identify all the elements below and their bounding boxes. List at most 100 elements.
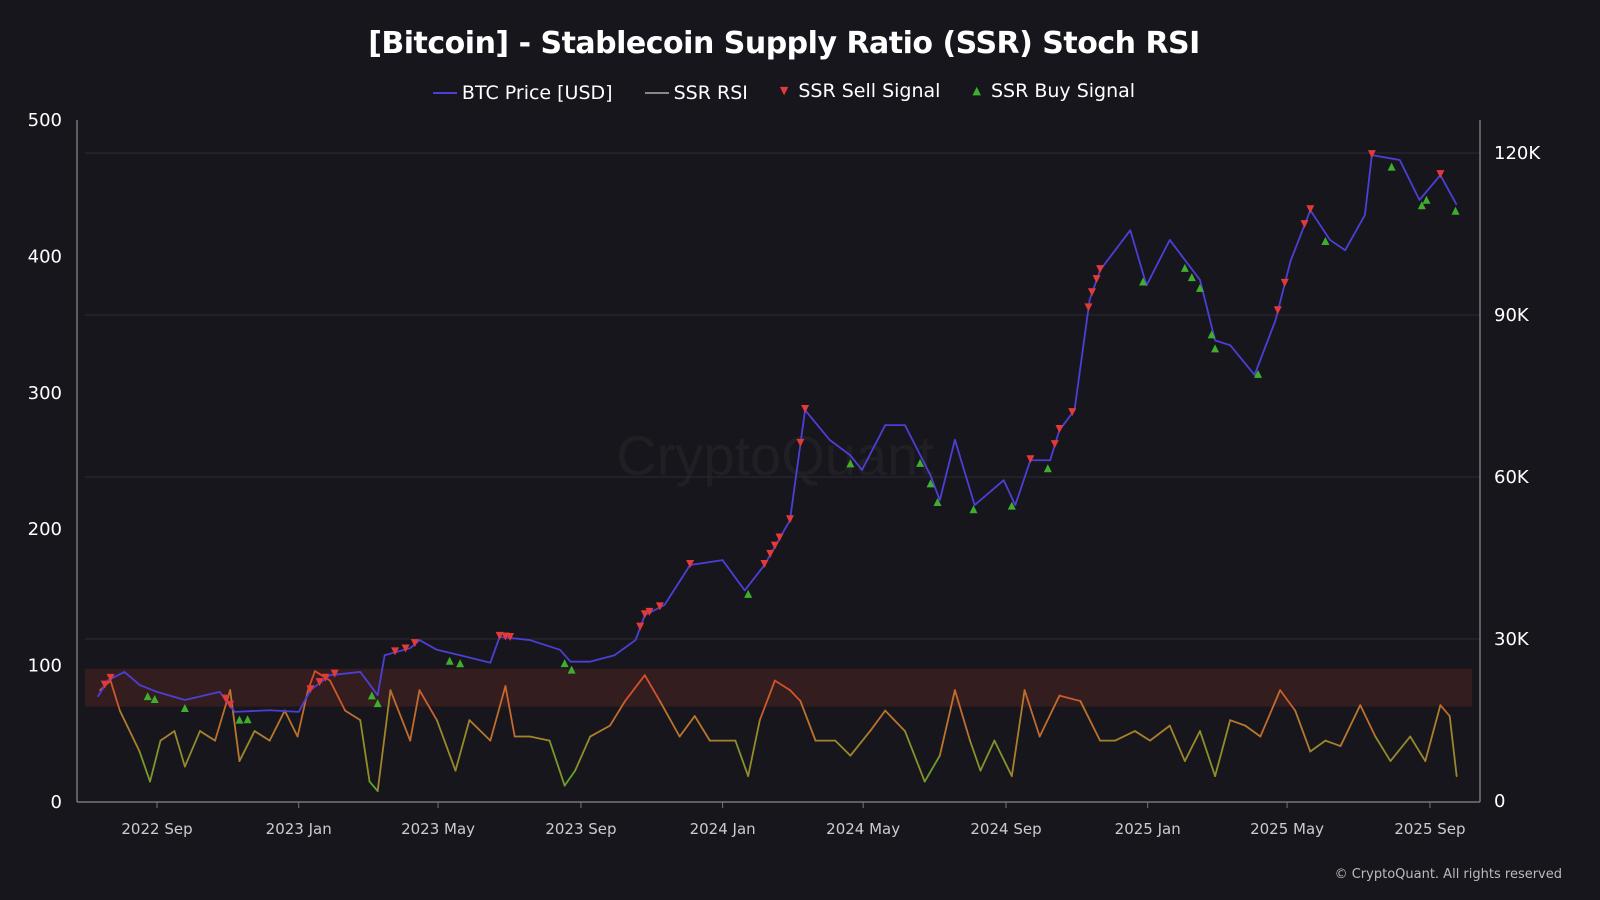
sell-signal-marker xyxy=(306,685,315,694)
x-axis-tick-label: 2025 Sep xyxy=(1394,820,1465,838)
ssr-rsi-segment xyxy=(268,709,286,742)
ssr-rsi-segment xyxy=(253,730,271,742)
ssr-rsi-segment xyxy=(758,679,776,722)
sell-signal-marker xyxy=(1055,425,1064,434)
buy-signal-marker xyxy=(1422,195,1431,204)
ssr-rsi-segment xyxy=(1374,735,1392,762)
sell-signal-marker xyxy=(785,515,794,524)
ssr-rsi-segment xyxy=(1359,704,1377,738)
buy-signal-marker xyxy=(373,699,382,708)
sell-signal-marker xyxy=(655,602,664,611)
ssr-rsi-segment xyxy=(1149,724,1171,742)
ssr-rsi-segment xyxy=(1294,709,1312,753)
ssr-rsi-segment xyxy=(1214,719,1232,777)
buy-signal-marker xyxy=(1207,330,1216,339)
sell-signal-marker xyxy=(321,673,330,682)
sell-signal-marker xyxy=(495,631,504,640)
ssr-rsi-segment xyxy=(118,709,141,753)
ssr-rsi-segment xyxy=(214,689,232,742)
copyright-footer: © CryptoQuant. All rights reserved xyxy=(1334,867,1562,882)
ssr-rsi-segment xyxy=(938,689,956,757)
overbought-band xyxy=(85,668,1472,707)
sell-signal-marker xyxy=(410,639,419,648)
ssr-rsi-segment xyxy=(238,730,256,762)
ssr-rsi-segment xyxy=(693,715,711,742)
ssr-rsi-segment xyxy=(199,730,216,742)
sell-signal-marker xyxy=(221,694,230,703)
legend-ssr-rsi[interactable]: SSR RSI xyxy=(644,82,748,104)
buy-signal-marker xyxy=(150,694,159,703)
ssr-rsi-segment xyxy=(1339,704,1362,747)
legend-label: BTC Price [USD] xyxy=(461,82,613,104)
ssr-rsi-segment xyxy=(173,730,186,768)
ssr-rsi-segment xyxy=(884,709,906,732)
ssr-rsi-segment xyxy=(1424,704,1442,762)
ssr-rsi-segment xyxy=(834,739,852,757)
x-axis-tick-label: 2025 Jan xyxy=(1115,820,1181,838)
buy-signal-marker xyxy=(969,505,978,514)
ssr-rsi-segment xyxy=(1134,730,1151,742)
right-axis-tick-label: 120K xyxy=(1494,143,1541,164)
ssr-rsi-segment xyxy=(1279,689,1297,712)
sell-signal-marker xyxy=(801,405,810,414)
chart-title: [Bitcoin] - Stablecoin Supply Ratio (SSR… xyxy=(368,26,1200,61)
triangle-down-icon: ▼ xyxy=(779,84,789,97)
ssr-rsi-segment xyxy=(563,769,577,787)
legend-buy-signal[interactable]: ▲ SSR Buy Signal xyxy=(973,80,1136,102)
ssr-rsi-segment xyxy=(376,689,392,792)
ssr-rsi-segment xyxy=(409,689,421,742)
ssr-rsi-segment xyxy=(969,739,982,772)
ssr-rsi-segment xyxy=(799,700,817,742)
legend-label: SSR Buy Signal xyxy=(990,79,1136,102)
ssr-rsi-segment xyxy=(329,679,347,712)
ssr-rsi-segment xyxy=(574,735,592,772)
ssr-rsi-segment xyxy=(138,750,151,783)
ssr-rsi-segment xyxy=(1114,730,1136,742)
sell-signal-marker xyxy=(106,673,115,682)
sell-signal-marker xyxy=(391,647,400,656)
x-axis-tick-label: 2024 May xyxy=(826,820,900,838)
sell-signal-marker xyxy=(1092,275,1101,284)
sell-signal-marker xyxy=(645,607,654,616)
ssr-rsi-segment xyxy=(1324,739,1342,747)
buy-signal-marker xyxy=(1211,344,1220,353)
buy-signal-marker xyxy=(143,692,152,701)
buy-signal-marker xyxy=(243,715,252,724)
ssr-rsi-segment xyxy=(659,700,681,738)
legend-btc-price[interactable]: BTC Price [USD] xyxy=(432,82,613,104)
sell-signal-marker xyxy=(1280,278,1289,287)
ssr-rsi-segment xyxy=(159,730,176,742)
sell-signal-marker xyxy=(686,560,695,569)
buy-signal-marker xyxy=(1417,201,1426,210)
buy-signal-marker xyxy=(445,656,454,665)
sell-signal-marker xyxy=(1306,205,1315,214)
ssr-rsi-segment xyxy=(1244,724,1262,738)
sell-signal-marker xyxy=(226,700,235,709)
x-axis-tick-label: 2023 May xyxy=(401,820,475,838)
left-axis-tick-label: 400 xyxy=(28,246,62,267)
ssr-rsi-segment xyxy=(609,700,626,727)
ssr-rsi-segment xyxy=(1439,704,1451,717)
ssr-rsi-segment xyxy=(468,719,492,742)
ssr-rsi-segment xyxy=(504,685,516,738)
left-axis-tick-label: 500 xyxy=(28,110,62,131)
x-axis-tick-label: 2025 May xyxy=(1250,820,1324,838)
left-axis-tick-label: 200 xyxy=(28,519,62,540)
sell-signal-marker xyxy=(1096,265,1105,274)
left-axis-tick-label: 100 xyxy=(28,656,62,677)
sell-signal-marker xyxy=(1068,408,1077,417)
ssr-rsi-segment xyxy=(1389,735,1412,762)
ssr-rsi-segment xyxy=(1448,715,1458,777)
ssr-rsi-segment xyxy=(678,715,696,738)
ssr-rsi-segment xyxy=(1010,689,1026,777)
ssr-rsi-segment xyxy=(1229,719,1247,727)
sell-signal-marker xyxy=(796,438,805,447)
ssr-rsi-segment xyxy=(589,724,611,738)
ssr-rsi-segment xyxy=(1079,700,1101,742)
buy-signal-marker xyxy=(933,498,942,507)
legend-sell-signal[interactable]: ▼ SSR Sell Signal xyxy=(780,80,941,102)
x-axis-tick-label: 2024 Sep xyxy=(970,820,1041,838)
triangle-up-icon: ▲ xyxy=(972,84,981,97)
ssr-rsi-segment xyxy=(489,685,507,742)
